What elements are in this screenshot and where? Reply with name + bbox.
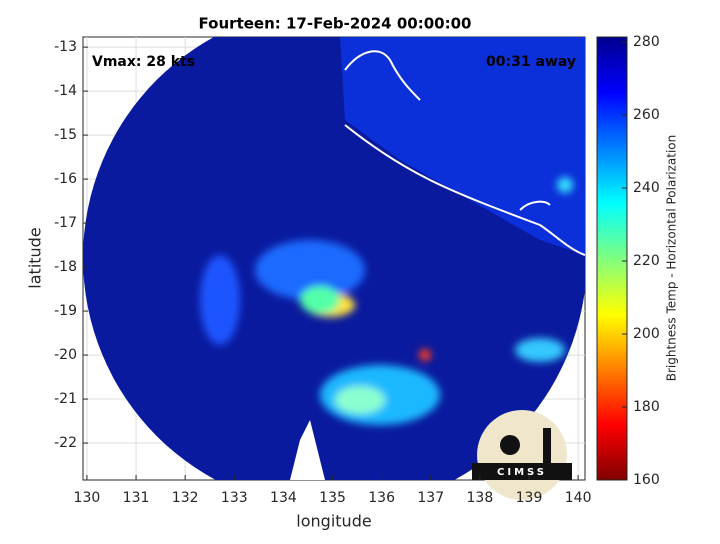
y-tick-label: -19: [54, 303, 77, 319]
x-tick-label: 139: [516, 490, 543, 506]
colorbar-label: Brightness Temp - Horizontal Polarizatio…: [665, 135, 679, 382]
y-tick-label: -13: [54, 39, 77, 55]
cimss-logo: CIMSS: [472, 410, 572, 500]
y-tick-label: -22: [54, 435, 77, 451]
y-tick-label: -14: [54, 83, 77, 99]
colorbar-tick-label: 240: [633, 180, 660, 196]
colorbar-tick-label: 200: [633, 326, 660, 342]
y-tick-label: -21: [54, 391, 77, 407]
logo-text: CIMSS: [497, 467, 547, 478]
colorbar-tick-label: 260: [633, 107, 660, 123]
x-tick-label: 136: [368, 490, 395, 506]
x-tick-label: 138: [467, 490, 494, 506]
x-tick-label: 130: [74, 490, 101, 506]
x-tick-label: 137: [417, 490, 444, 506]
y-tick-label: -16: [54, 171, 77, 187]
annotation: Vmax: 28 kts: [92, 54, 195, 70]
x-tick-label: 132: [172, 490, 199, 506]
chart-title: Fourteen: 17-Feb-2024 00:00:00: [199, 15, 472, 33]
x-axis-label: longitude: [296, 512, 371, 531]
colorbar-tick-label: 280: [633, 34, 660, 50]
colorbar: [596, 36, 628, 481]
colorbar-tick-label: 180: [633, 399, 660, 415]
annotation: 00:31 away: [486, 54, 576, 70]
y-tick-label: -18: [54, 259, 77, 275]
x-tick-label: 135: [319, 490, 346, 506]
colorbar-tick-label: 160: [633, 472, 660, 488]
x-tick-label: 131: [123, 490, 150, 506]
swath-image: [83, 37, 585, 480]
y-axis-label: latitude: [26, 227, 45, 288]
x-tick-label: 133: [221, 490, 248, 506]
y-tick-label: -20: [54, 347, 77, 363]
x-tick-label: 140: [565, 490, 592, 506]
x-tick-label: 134: [270, 490, 297, 506]
colorbar-tick-label: 220: [633, 253, 660, 269]
y-tick-label: -15: [54, 127, 77, 143]
y-tick-label: -17: [54, 215, 77, 231]
